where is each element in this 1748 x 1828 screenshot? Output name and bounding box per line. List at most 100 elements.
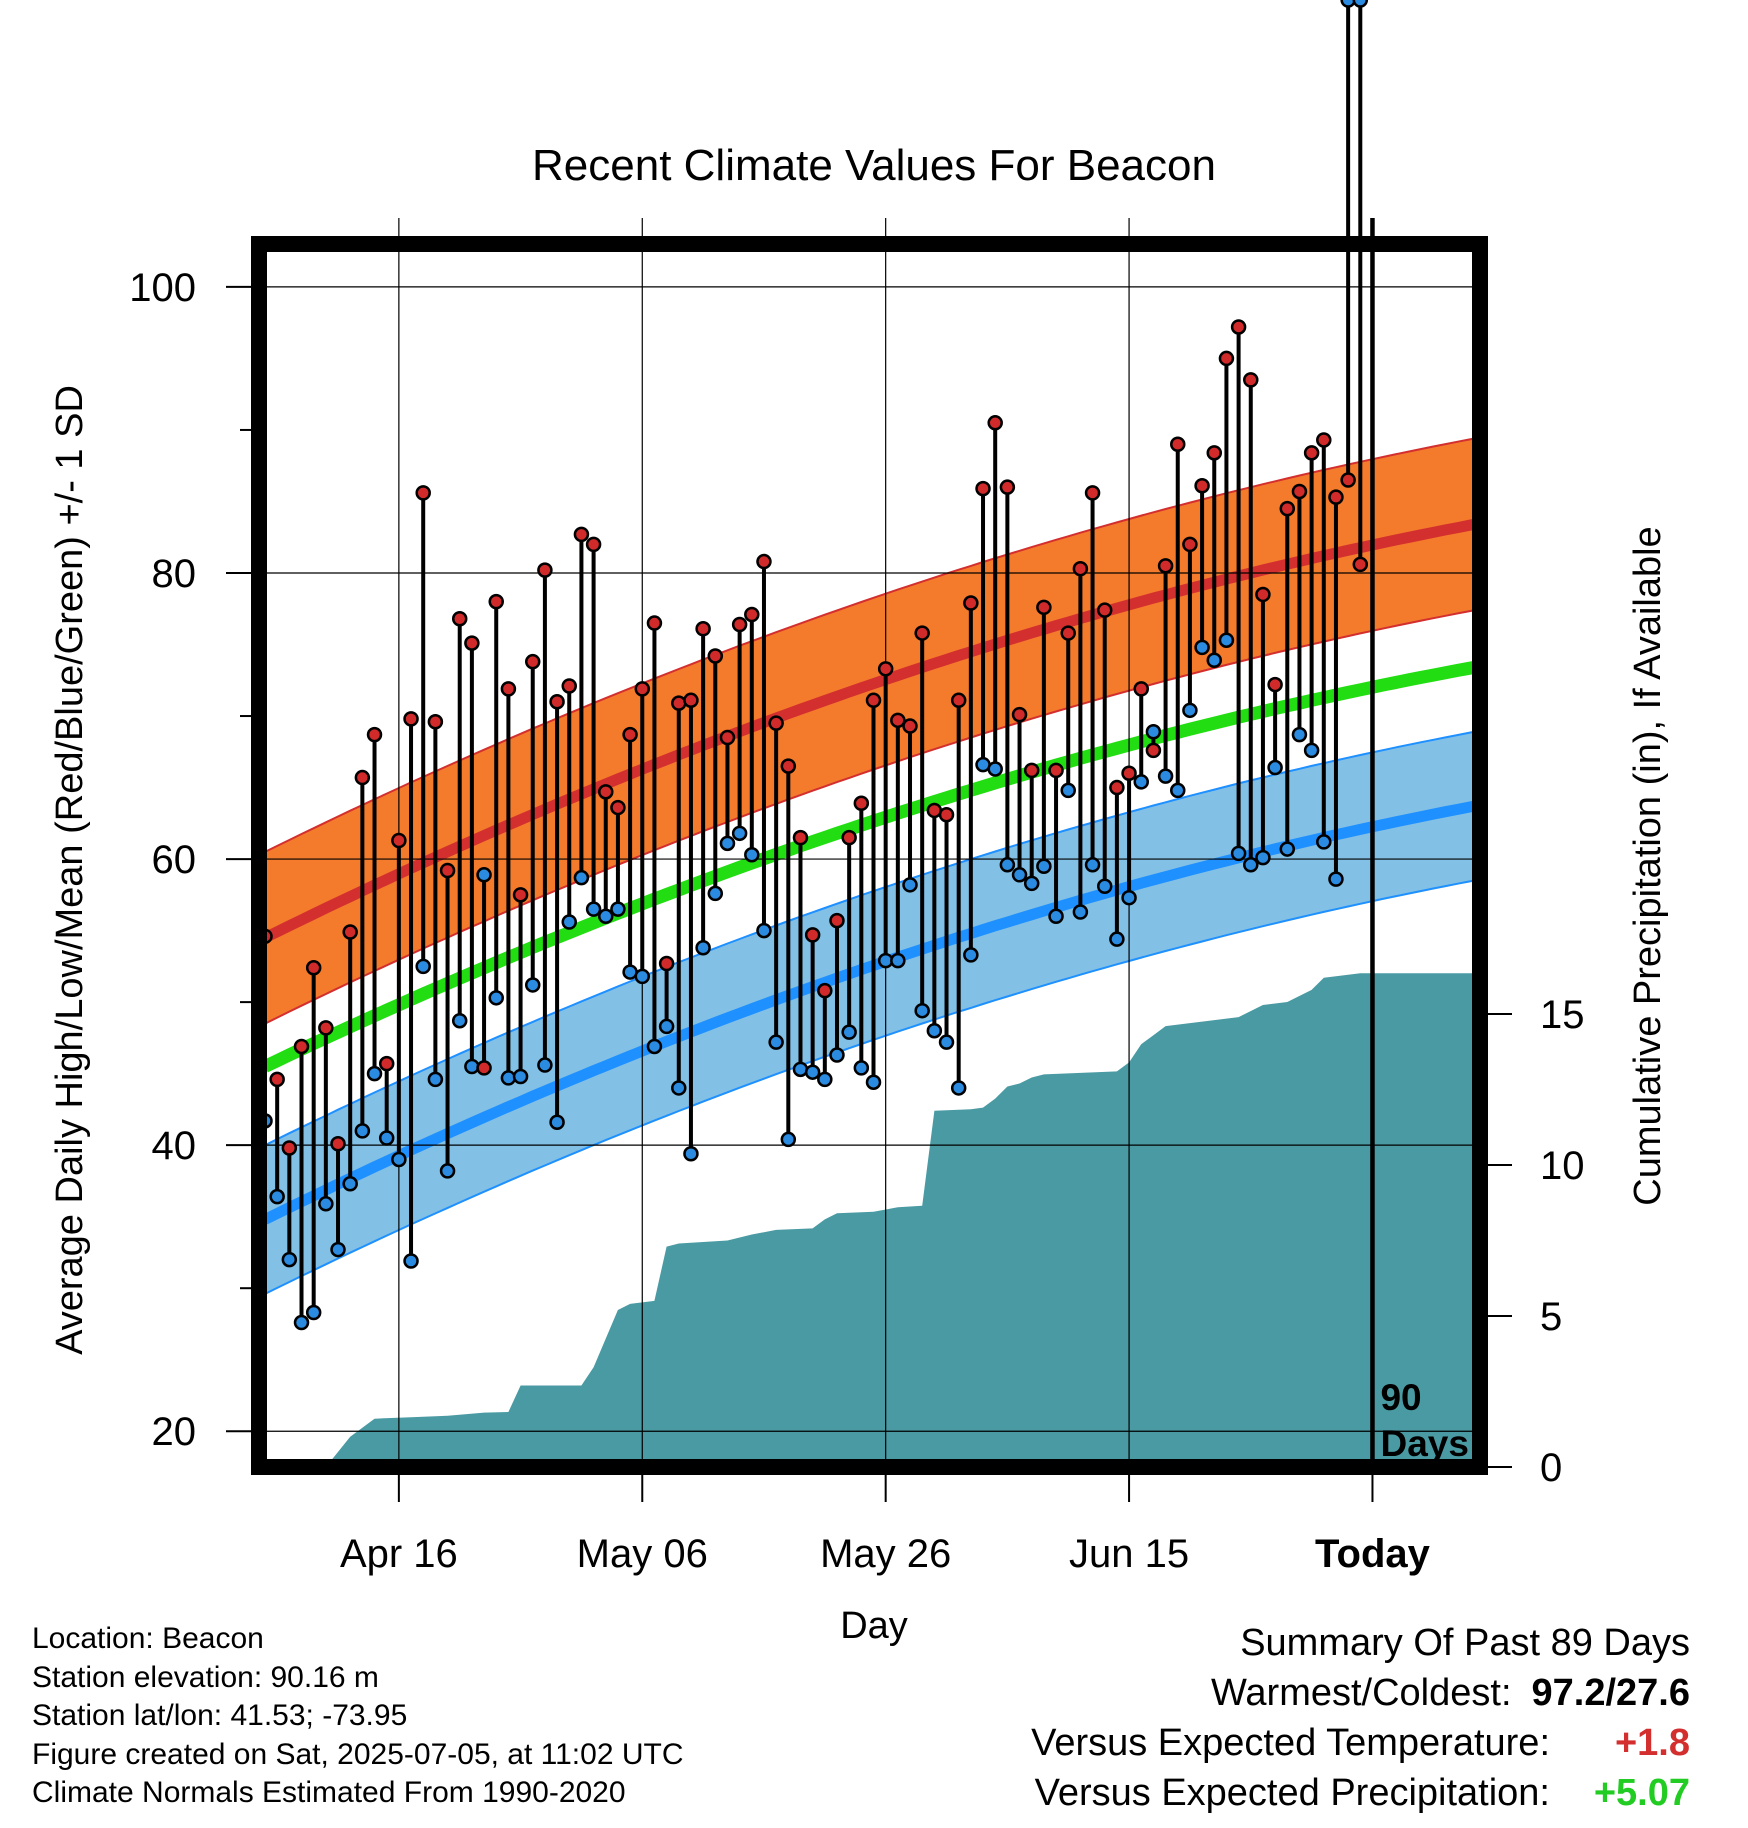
daily-low-point: [1352, 0, 1369, 8]
daily-high-point: [853, 795, 870, 812]
daily-low-point: [1084, 857, 1101, 873]
daily-low-point: [926, 1022, 943, 1039]
y-tick-label: 40: [152, 1124, 197, 1168]
daily-high-point: [1182, 536, 1198, 553]
daily-low-point: [1316, 834, 1332, 850]
daily-low-point: [573, 869, 590, 886]
x-axis-label: Day: [840, 1605, 908, 1647]
daily-low-point: [1206, 652, 1223, 668]
normals-text: Climate Normals Estimated From 1990-2020: [32, 1776, 626, 1809]
daily-low-point: [1145, 724, 1162, 740]
daily-high-point: [938, 806, 955, 823]
x-tick-label: May 06: [577, 1532, 708, 1576]
y-tick-label: 80: [152, 552, 197, 596]
daily-low-point: [1328, 871, 1344, 887]
daily-low-point: [391, 1151, 407, 1168]
daily-low-point: [938, 1034, 955, 1050]
daily-high-point: [512, 887, 529, 903]
daily-low-point: [695, 940, 711, 956]
daily-high-point: [1267, 676, 1283, 693]
daily-low-point: [1230, 845, 1247, 862]
daily-low-point: [1267, 759, 1283, 776]
daily-high-point: [792, 829, 809, 846]
daily-high-point: [439, 862, 456, 879]
daily-low-point: [1036, 858, 1052, 874]
daily-low-point: [792, 1061, 809, 1078]
y-axis-right-label: Cumulative Precipitation (in), If Availa…: [1627, 526, 1669, 1205]
daily-high-point: [987, 415, 1003, 431]
axes-layer: 90 Days 20 40 60 80 100 0 5 10 15 Apr 16 May 06 May 2…: [129, 0, 1585, 1576]
chart-title: Recent Climate Values For Beacon: [532, 141, 1216, 190]
daily-low-point: [744, 847, 760, 863]
daily-low-point: [293, 1314, 310, 1331]
daily-low-point: [1243, 857, 1259, 873]
daily-low-point: [585, 901, 602, 917]
y-axis-label: Average Daily High/Low/Mean (Red/Blue/Gr…: [49, 385, 91, 1355]
daily-low-point: [731, 825, 748, 842]
daily-low-point: [281, 1251, 298, 1268]
daily-high-point: [1145, 742, 1162, 759]
summary-precip-row: Versus Expected Precipitation: +5.07: [1031, 1768, 1690, 1818]
daily-low-point: [1109, 931, 1125, 947]
daily-high-point: [890, 712, 906, 729]
daily-high-point: [281, 1140, 298, 1156]
daily-low-point: [330, 1241, 346, 1258]
daily-low-point: [464, 1058, 480, 1075]
daily-high-point: [744, 606, 760, 623]
daily-high-point: [1157, 558, 1174, 574]
daily-high-point: [1328, 489, 1344, 505]
daily-high-point: [269, 1071, 285, 1088]
y-tick-label: 20: [152, 1410, 197, 1454]
daily-low-point: [865, 1074, 882, 1090]
warm-cold-label: Warmest/Coldest:: [1210, 1672, 1512, 1714]
daily-low-point: [1303, 742, 1320, 759]
precip-label: Versus Expected Precipitation:: [1034, 1772, 1550, 1814]
station-info: Location: Beacon Station elevation: 90.1…: [32, 1620, 684, 1813]
daily-high-point: [671, 695, 687, 711]
daily-high-point: [1133, 681, 1149, 697]
daily-low-point: [366, 1065, 383, 1082]
daily-high-point: [950, 692, 967, 709]
daily-high-point: [1036, 599, 1052, 616]
daily-high-point: [1109, 779, 1125, 796]
summary-panel: Summary Of Past 89 Days Warmest/Coldest:…: [1031, 1618, 1690, 1818]
daily-high-point: [683, 692, 699, 709]
summary-temp-row: Versus Expected Temperature: +1.8: [1031, 1718, 1690, 1768]
daily-low-point: [1255, 849, 1271, 866]
daily-high-point: [1206, 445, 1223, 461]
daily-high-point: [488, 593, 504, 610]
daily-low-point: [1340, 0, 1356, 8]
daily-low-point: [671, 1080, 687, 1096]
daily-high-point: [318, 1020, 334, 1036]
daily-low-point: [1072, 904, 1089, 920]
daily-low-point: [634, 968, 651, 985]
daily-low-point: [354, 1123, 371, 1139]
daily-low-point: [999, 857, 1016, 873]
daily-low-point: [707, 885, 724, 902]
x-tick-label: Today: [1315, 1532, 1431, 1576]
daily-high-point: [598, 784, 614, 800]
daily-high-point: [731, 616, 748, 633]
daily-low-point: [1170, 782, 1186, 799]
daily-low-point: [1011, 867, 1028, 883]
daily-low-point: [269, 1188, 285, 1205]
daily-low-point: [658, 1018, 675, 1035]
daily-low-point: [537, 1057, 553, 1073]
daily-low-point: [829, 1047, 845, 1063]
daily-high-point: [1218, 350, 1235, 367]
daily-high-point: [1279, 500, 1296, 517]
daily-low-point: [804, 1064, 821, 1080]
latlon-text: Station lat/lon: 41.53; -73.95: [32, 1699, 408, 1732]
x-tick-label: Apr 16: [340, 1532, 458, 1576]
daily-high-point: [1048, 762, 1064, 779]
daily-high-point: [1023, 762, 1040, 779]
daily-low-point: [902, 877, 918, 893]
daily-high-point: [975, 480, 991, 497]
daily-low-point: [1121, 889, 1137, 906]
daily-low-point: [524, 977, 541, 993]
temp-value: +1.8: [1614, 1722, 1690, 1764]
daily-high-point: [1084, 485, 1101, 501]
daily-low-point: [1048, 908, 1064, 925]
daily-high-point: [634, 681, 651, 697]
daily-high-point: [537, 562, 553, 578]
